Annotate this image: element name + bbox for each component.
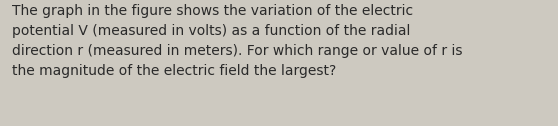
Text: The graph in the figure shows the variation of the electric
potential V (measure: The graph in the figure shows the variat… xyxy=(12,4,463,78)
